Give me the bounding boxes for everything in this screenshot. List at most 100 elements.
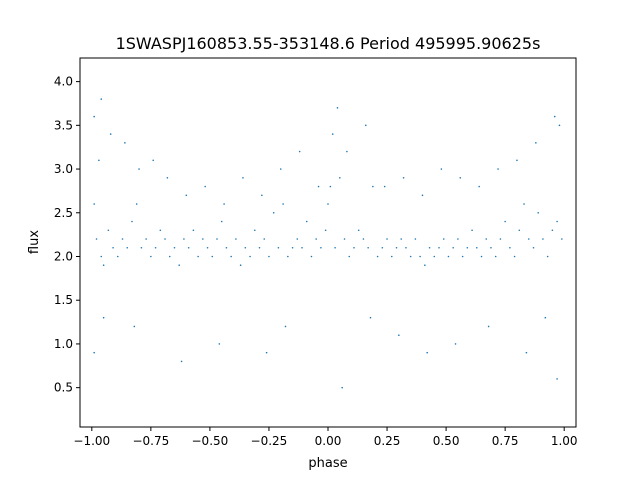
x-tick-label: 1.00 [551,434,578,448]
data-point [282,203,284,205]
y-tick-label: 2.5 [54,206,73,220]
data-point [317,185,320,188]
data-point [138,168,140,170]
data-point [180,360,183,363]
data-point [206,246,209,249]
x-tick-label: −0.50 [192,434,229,448]
data-point [518,229,521,232]
data-point [166,176,169,179]
data-point [494,255,497,258]
data-point [426,351,429,354]
data-point [376,255,379,258]
data-point [133,325,136,328]
data-point [362,238,365,240]
data-point [369,316,372,319]
data-point [183,238,185,240]
data-point [527,238,530,240]
data-point [197,255,199,258]
data-point [343,238,346,240]
data-point [400,238,403,240]
data-point [204,185,206,188]
data-point [537,211,540,214]
data-point [542,238,544,240]
data-point [277,246,280,249]
x-tick-label: −0.75 [132,434,169,448]
data-point [348,255,351,258]
chart-title: 1SWASPJ160853.55-353148.6 Period 495995.… [116,34,541,53]
data-point [336,107,339,109]
x-tick-label: 0.75 [492,434,519,448]
x-axis: −1.00 −0.75 −0.50 −0.25 0.00 0.25 0.50 0.75 1.00 [73,427,578,448]
data-point [499,238,502,240]
y-tick-label: 1.5 [54,293,73,307]
data-point [244,246,247,249]
data-point [402,176,405,179]
data-point [100,98,103,100]
data-point [409,255,412,258]
data-point [367,246,369,249]
data-point [192,229,195,232]
data-point [327,203,329,205]
data-point [421,194,424,197]
data-point [164,238,166,240]
data-point [315,238,317,240]
data-point [525,351,528,354]
data-point [442,238,445,240]
data-point [140,246,143,249]
data-point [112,246,114,249]
data-points [93,98,563,389]
data-point [490,246,492,249]
data-point [305,220,308,223]
data-point [126,246,129,249]
data-point [523,203,525,205]
data-point [454,343,457,345]
data-point [301,246,303,249]
data-point [447,255,450,258]
data-point [438,246,440,249]
data-point [535,142,537,144]
x-tick-label: −0.25 [251,434,288,448]
data-point [93,203,95,205]
data-point [346,150,348,153]
y-tick-label: 4.0 [54,75,73,89]
data-point [405,246,407,249]
data-point [457,238,459,240]
x-tick-label: 0.00 [315,434,342,448]
data-point [159,229,162,232]
data-point [218,343,221,345]
data-point [154,246,157,249]
data-point [287,255,289,258]
data-point [263,238,266,240]
data-point [476,246,478,249]
data-point [497,168,499,170]
data-point [211,255,214,258]
data-point [324,229,327,232]
data-point [513,255,516,258]
data-point [220,220,223,223]
data-point [225,246,228,249]
data-point [131,220,133,223]
data-point [390,255,393,258]
data-point [480,255,483,258]
plot-frame [79,57,577,428]
data-point [471,229,473,232]
data-point [329,185,332,188]
data-point [516,159,518,162]
data-point [185,194,188,197]
y-tick-label: 3.0 [54,162,73,176]
data-point [121,238,124,240]
data-point [478,185,480,188]
data-point [556,220,558,223]
data-point [230,255,232,258]
data-point [93,115,95,118]
data-point [272,211,275,214]
data-point [551,229,554,232]
x-axis-label: phase [308,456,347,471]
data-point [145,238,147,240]
data-point [341,386,343,389]
data-point [168,255,171,258]
data-point [558,124,561,127]
data-point [461,255,464,258]
data-point [546,255,549,258]
